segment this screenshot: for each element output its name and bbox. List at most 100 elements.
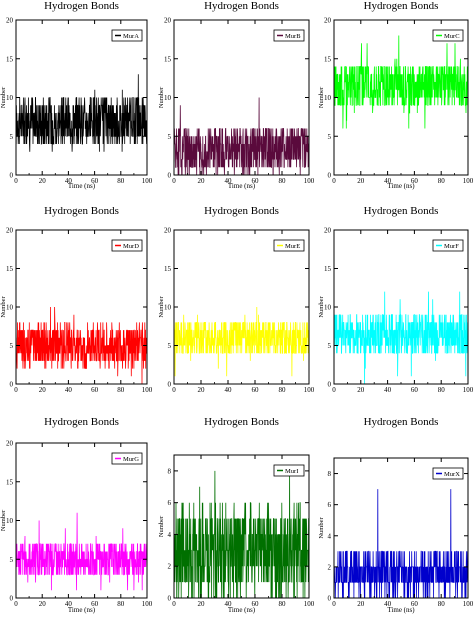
- chart-title: Hydrogen Bonds: [204, 205, 279, 217]
- chart-panel-murx: Hydrogen Bonds 0 20 40 60 80 100 0 2 4 6 8 Number Tim…: [318, 416, 474, 614]
- chart-title: Hydrogen Bonds: [204, 0, 279, 12]
- x-axis-label: Time (ns): [68, 606, 96, 614]
- legend-label: MurA: [123, 33, 139, 40]
- y-tick-label: 5: [328, 133, 332, 141]
- y-axis-label: Number: [318, 296, 325, 318]
- x-axis-label: Time (ns): [228, 606, 256, 614]
- series-line: [173, 306, 310, 377]
- chart-title: Hydrogen Bonds: [44, 416, 119, 428]
- y-tick-label: 15: [164, 55, 172, 63]
- y-tick-label: 0: [10, 381, 14, 389]
- y-tick-label: 5: [10, 556, 14, 564]
- y-tick-label: 20: [164, 227, 172, 235]
- x-tick-label: 0: [14, 600, 18, 608]
- y-tick-label: 15: [6, 265, 14, 273]
- x-tick-label: 100: [304, 177, 315, 185]
- legend-box: [432, 29, 464, 42]
- y-tick-label: 10: [6, 517, 14, 525]
- x-tick-label: 60: [91, 177, 99, 185]
- x-tick-label: 60: [411, 386, 419, 394]
- y-tick-label: 0: [168, 595, 172, 603]
- x-axis-label: Time (ns): [387, 606, 415, 614]
- chart-panel-mura: Hydrogen Bonds 0 20 40 60 80 100 0 5 10 15 20 Number…: [0, 0, 153, 190]
- y-tick-label: 5: [10, 342, 14, 350]
- y-tick-label: 20: [6, 227, 14, 235]
- y-tick-label: 20: [6, 440, 14, 448]
- legend-label: MurX: [444, 471, 460, 478]
- y-tick-label: 5: [168, 342, 172, 350]
- y-tick-label: 20: [324, 227, 332, 235]
- x-tick-label: 60: [91, 600, 99, 608]
- series-line: [15, 306, 148, 385]
- x-tick-label: 80: [279, 600, 287, 608]
- legend-label: MurG: [123, 456, 139, 463]
- legend-box: [111, 452, 143, 465]
- y-axis-label: Number: [158, 86, 165, 108]
- y-tick-label: 20: [164, 17, 172, 25]
- y-tick-label: 10: [324, 304, 332, 312]
- y-tick-label: 0: [168, 172, 172, 180]
- series-line: [173, 470, 310, 599]
- chart-panel-murc: Hydrogen Bonds 0 20 40 60 80 100 0 5 10 15 20 Number…: [318, 0, 474, 190]
- x-tick-label: 0: [332, 177, 336, 185]
- x-tick-label: 80: [117, 177, 125, 185]
- legend-box: [273, 29, 305, 42]
- x-tick-label: 40: [65, 386, 73, 394]
- x-tick-label: 80: [438, 600, 446, 608]
- chart-title: Hydrogen Bonds: [364, 0, 439, 12]
- y-tick-label: 15: [164, 265, 172, 273]
- x-tick-label: 100: [463, 177, 474, 185]
- x-tick-label: 40: [384, 177, 392, 185]
- series-line: [173, 97, 310, 176]
- y-axis-label: Number: [0, 296, 7, 318]
- y-tick-label: 15: [6, 55, 14, 63]
- y-axis-label: Number: [158, 296, 165, 318]
- x-tick-label: 20: [357, 177, 365, 185]
- x-tick-label: 80: [438, 177, 446, 185]
- series-line: [334, 489, 469, 599]
- y-tick-label: 4: [168, 531, 172, 539]
- y-tick-label: 6: [328, 501, 332, 509]
- x-tick-label: 80: [117, 600, 125, 608]
- x-tick-label: 20: [198, 177, 206, 185]
- x-axis-label: Time (ns): [68, 182, 96, 190]
- y-tick-label: 2: [168, 563, 172, 571]
- y-tick-label: 2: [328, 563, 332, 571]
- x-tick-label: 40: [65, 177, 73, 185]
- y-tick-label: 5: [168, 133, 172, 141]
- legend-label: MurI: [285, 468, 298, 475]
- x-tick-label: 80: [438, 386, 446, 394]
- chart-title: Hydrogen Bonds: [364, 205, 439, 217]
- x-tick-label: 0: [14, 177, 18, 185]
- x-tick-label: 0: [172, 386, 176, 394]
- y-tick-label: 10: [324, 94, 332, 102]
- x-tick-label: 80: [279, 386, 287, 394]
- x-tick-label: 80: [117, 386, 125, 394]
- x-tick-label: 20: [39, 177, 47, 185]
- y-tick-label: 0: [10, 172, 14, 180]
- y-tick-label: 0: [10, 595, 14, 603]
- x-tick-label: 100: [142, 386, 153, 394]
- chart-panel-mure: Hydrogen Bonds 0 20 40 60 80 100 0 5 10 15 20 Number…: [158, 205, 315, 394]
- x-tick-label: 0: [332, 386, 336, 394]
- y-axis-label: Number: [318, 517, 325, 539]
- x-tick-label: 0: [172, 177, 176, 185]
- y-tick-label: 15: [6, 478, 14, 486]
- series-line: [333, 291, 469, 385]
- chart-panel-muri: Hydrogen Bonds 0 20 40 60 80 100 0 2 4 6 8 Number Tim…: [158, 416, 315, 614]
- y-tick-label: 15: [324, 55, 332, 63]
- y-tick-label: 10: [164, 304, 172, 312]
- x-tick-label: 60: [252, 386, 260, 394]
- y-tick-label: 0: [328, 172, 332, 180]
- x-tick-label: 60: [411, 600, 419, 608]
- chart-panel-murb: Hydrogen Bonds 0 20 40 60 80 100 0 5 10 15 20 Number…: [158, 0, 315, 190]
- series-line: [333, 35, 469, 129]
- x-tick-label: 40: [384, 600, 392, 608]
- x-tick-label: 100: [463, 386, 474, 394]
- chart-title: Hydrogen Bonds: [204, 416, 279, 428]
- x-tick-label: 40: [225, 177, 233, 185]
- legend-box: [432, 467, 464, 480]
- y-axis-label: Number: [318, 86, 325, 108]
